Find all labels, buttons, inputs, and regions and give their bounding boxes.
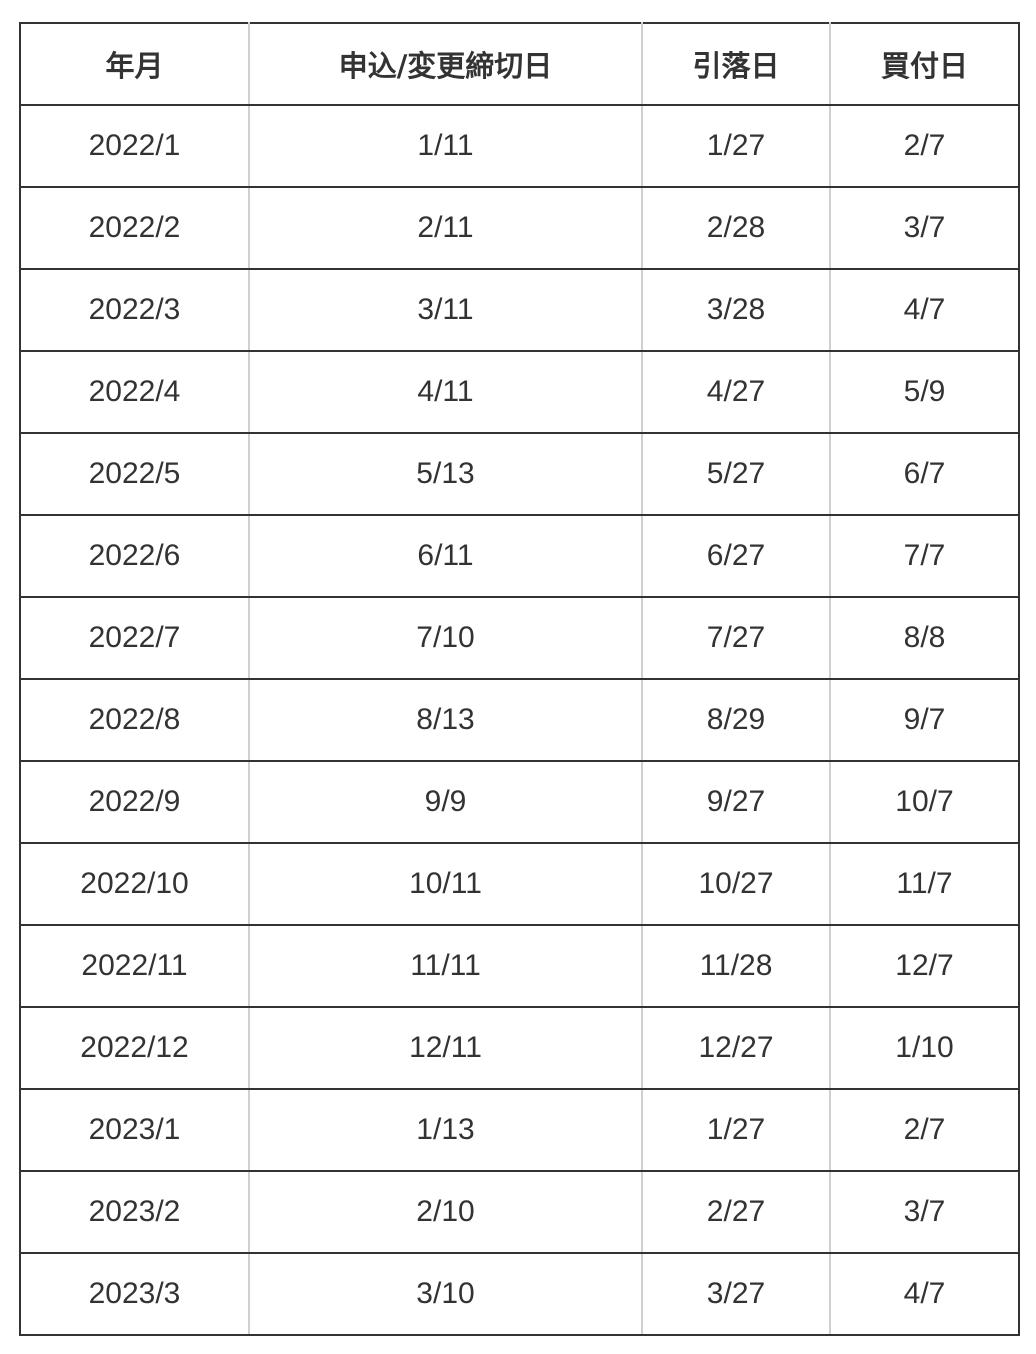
cell-debit-date: 9/27	[641, 760, 831, 844]
cell-year-month: 2022/12	[19, 1006, 250, 1090]
cell-deadline: 6/11	[248, 514, 643, 598]
cell-deadline: 1/13	[248, 1088, 643, 1172]
header-year-month: 年月	[19, 22, 250, 106]
cell-deadline: 2/11	[248, 186, 643, 270]
cell-purchase-date: 2/7	[829, 104, 1020, 188]
table-row: 2022/5 5/13 5/27 6/7	[19, 432, 1020, 516]
cell-debit-date: 2/27	[641, 1170, 831, 1254]
cell-year-month: 2022/2	[19, 186, 250, 270]
cell-purchase-date: 8/8	[829, 596, 1020, 680]
table-row: 2022/12 12/11 12/27 1/10	[19, 1006, 1020, 1090]
table-row: 2022/1 1/11 1/27 2/7	[19, 104, 1020, 188]
cell-deadline: 2/10	[248, 1170, 643, 1254]
cell-deadline: 10/11	[248, 842, 643, 926]
table-row: 2022/8 8/13 8/29 9/7	[19, 678, 1020, 762]
cell-purchase-date: 7/7	[829, 514, 1020, 598]
cell-purchase-date: 10/7	[829, 760, 1020, 844]
cell-purchase-date: 2/7	[829, 1088, 1020, 1172]
table-row: 2022/6 6/11 6/27 7/7	[19, 514, 1020, 598]
table-row: 2022/11 11/11 11/28 12/7	[19, 924, 1020, 1008]
cell-debit-date: 11/28	[641, 924, 831, 1008]
cell-year-month: 2022/3	[19, 268, 250, 352]
cell-purchase-date: 3/7	[829, 1170, 1020, 1254]
cell-year-month: 2022/7	[19, 596, 250, 680]
cell-deadline: 11/11	[248, 924, 643, 1008]
cell-year-month: 2022/6	[19, 514, 250, 598]
cell-purchase-date: 1/10	[829, 1006, 1020, 1090]
table-row: 2022/4 4/11 4/27 5/9	[19, 350, 1020, 434]
table-row: 2023/3 3/10 3/27 4/7	[19, 1252, 1020, 1336]
cell-year-month: 2022/10	[19, 842, 250, 926]
cell-deadline: 3/11	[248, 268, 643, 352]
header-row: 年月 申込/変更締切日 引落日 買付日	[19, 22, 1020, 106]
table-row: 2023/1 1/13 1/27 2/7	[19, 1088, 1020, 1172]
cell-debit-date: 1/27	[641, 1088, 831, 1172]
cell-debit-date: 2/28	[641, 186, 831, 270]
cell-purchase-date: 4/7	[829, 1252, 1020, 1336]
cell-deadline: 8/13	[248, 678, 643, 762]
cell-purchase-date: 12/7	[829, 924, 1020, 1008]
cell-debit-date: 8/29	[641, 678, 831, 762]
header-purchase-date: 買付日	[829, 22, 1020, 106]
cell-debit-date: 5/27	[641, 432, 831, 516]
table-row: 2022/2 2/11 2/28 3/7	[19, 186, 1020, 270]
cell-purchase-date: 9/7	[829, 678, 1020, 762]
cell-deadline: 1/11	[248, 104, 643, 188]
cell-debit-date: 10/27	[641, 842, 831, 926]
table-row: 2022/9 9/9 9/27 10/7	[19, 760, 1020, 844]
cell-debit-date: 3/28	[641, 268, 831, 352]
cell-debit-date: 6/27	[641, 514, 831, 598]
table-row: 2022/7 7/10 7/27 8/8	[19, 596, 1020, 680]
table-row: 2022/3 3/11 3/28 4/7	[19, 268, 1020, 352]
cell-purchase-date: 6/7	[829, 432, 1020, 516]
cell-deadline: 3/10	[248, 1252, 643, 1336]
cell-debit-date: 3/27	[641, 1252, 831, 1336]
header-deadline: 申込/変更締切日	[248, 22, 643, 106]
cell-purchase-date: 5/9	[829, 350, 1020, 434]
schedule-table: 年月 申込/変更締切日 引落日 買付日 2022/1 1/11 1/27 2/7 202…	[19, 22, 1020, 1336]
cell-deadline: 12/11	[248, 1006, 643, 1090]
cell-year-month: 2022/4	[19, 350, 250, 434]
cell-year-month: 2023/1	[19, 1088, 250, 1172]
table-row: 2023/2 2/10 2/27 3/7	[19, 1170, 1020, 1254]
cell-year-month: 2022/11	[19, 924, 250, 1008]
cell-debit-date: 12/27	[641, 1006, 831, 1090]
cell-debit-date: 4/27	[641, 350, 831, 434]
cell-deadline: 9/9	[248, 760, 643, 844]
cell-deadline: 4/11	[248, 350, 643, 434]
cell-debit-date: 1/27	[641, 104, 831, 188]
header-debit-date: 引落日	[641, 22, 831, 106]
cell-deadline: 5/13	[248, 432, 643, 516]
cell-year-month: 2022/1	[19, 104, 250, 188]
cell-year-month: 2022/9	[19, 760, 250, 844]
cell-purchase-date: 3/7	[829, 186, 1020, 270]
cell-purchase-date: 4/7	[829, 268, 1020, 352]
cell-year-month: 2022/8	[19, 678, 250, 762]
cell-purchase-date: 11/7	[829, 842, 1020, 926]
cell-year-month: 2023/2	[19, 1170, 250, 1254]
table-row: 2022/10 10/11 10/27 11/7	[19, 842, 1020, 926]
cell-deadline: 7/10	[248, 596, 643, 680]
cell-year-month: 2022/5	[19, 432, 250, 516]
cell-debit-date: 7/27	[641, 596, 831, 680]
cell-year-month: 2023/3	[19, 1252, 250, 1336]
